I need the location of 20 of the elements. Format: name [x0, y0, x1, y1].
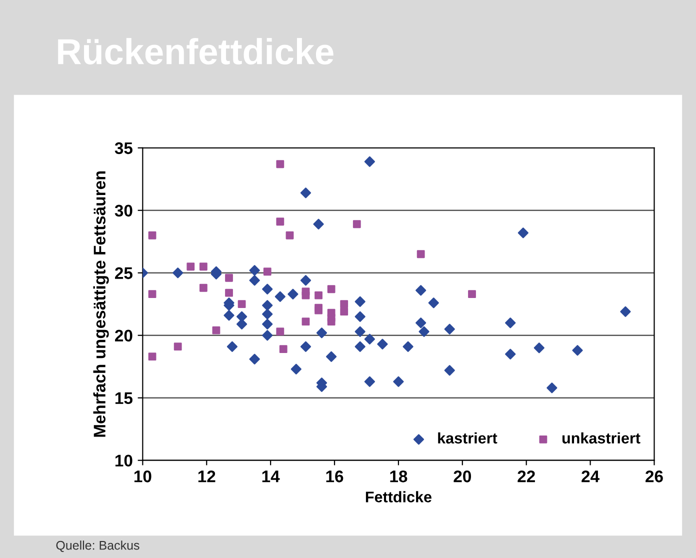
y-tick-label: 25	[115, 267, 132, 280]
x-tick-label: 18	[390, 470, 408, 482]
y-axis-title: Mehrfach ungesättigte Fettsäuren	[93, 171, 109, 437]
x-tick-label: 14	[262, 470, 280, 482]
legend-label: kastriert	[438, 432, 498, 444]
x-tick-label: 26	[646, 470, 663, 482]
x-tick-label: 22	[518, 470, 535, 482]
x-tick-label: 16	[326, 470, 344, 482]
x-axis-title: Fettdicke	[366, 491, 432, 502]
y-tick-label: 10	[115, 454, 132, 467]
legend-label: unkastriert	[562, 432, 640, 444]
x-tick-label: 24	[582, 470, 600, 482]
source-note: Quelle: Backus	[56, 540, 140, 552]
y-tick-label: 30	[114, 204, 132, 217]
x-tick-label: 20	[454, 470, 471, 482]
x-tick-label: 12	[198, 470, 216, 482]
x-tick-label: 10	[134, 470, 152, 482]
y-tick-label: 20	[115, 330, 132, 342]
y-tick-label: 15	[115, 392, 132, 404]
y-tick-label: 35	[114, 142, 132, 154]
